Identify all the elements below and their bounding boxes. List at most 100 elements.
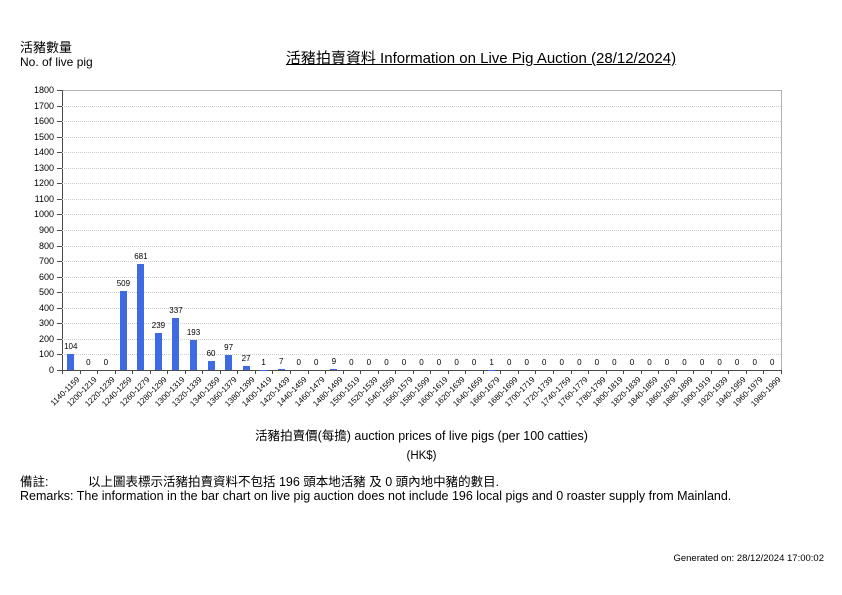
bar-value-label: 0 (629, 358, 635, 367)
y-tick-label: 1300 (33, 162, 54, 173)
x-axis-tick (97, 371, 99, 374)
y-tick-label: 100 (38, 349, 54, 360)
y-axis-tick (57, 370, 62, 371)
x-axis-tick (430, 371, 432, 374)
x-axis-tick (482, 371, 484, 374)
bar-value-label: 1 (261, 357, 266, 367)
y-axis-tick (57, 167, 62, 169)
y-axis-tick (57, 105, 62, 107)
gridline (62, 245, 781, 247)
x-axis-tick (360, 371, 362, 374)
bar-value-label: 0 (384, 358, 389, 367)
bar (190, 339, 198, 370)
y-axis-title-chinese: 活豬數量 (20, 40, 73, 55)
gridline (62, 152, 781, 154)
x-axis-tick (202, 371, 204, 374)
bar-value-label: 0 (314, 358, 319, 367)
bar (330, 368, 338, 370)
x-axis-tick (588, 371, 590, 374)
bar-chart-plot-area: 0 100 200 300 400 500 600 700 800 900 1000 1100 1200… (34, 85, 783, 408)
bar (207, 360, 215, 370)
bar-value-label: 0 (86, 358, 91, 367)
gridline (62, 121, 781, 123)
bar (67, 353, 75, 370)
bar-value-label: 60 (206, 348, 216, 358)
y-tick-label: 1200 (33, 178, 54, 189)
y-axis-tick (57, 276, 62, 278)
y-tick-label: 0 (48, 365, 54, 375)
gridline (62, 230, 781, 231)
gridline (62, 105, 781, 107)
gridline (62, 214, 781, 216)
bar-value-label: 0 (559, 358, 564, 367)
bar-value-label: 0 (647, 358, 652, 367)
bar-value-label: 97 (224, 342, 234, 352)
gridline (62, 183, 781, 185)
x-axis-tick (272, 371, 274, 374)
y-axis-tick (57, 183, 62, 185)
x-axis-tick (745, 371, 747, 374)
bar-value-label: 239 (151, 320, 166, 330)
gridline (62, 276, 781, 278)
y-tick-label: 1100 (34, 193, 54, 204)
x-axis-tick (79, 371, 81, 374)
x-axis-tick (447, 371, 449, 374)
bar-value-label: 0 (366, 358, 372, 367)
x-axis-tick (553, 371, 555, 374)
bar (225, 354, 233, 370)
y-axis-tick (57, 292, 62, 294)
y-axis-tick (57, 136, 62, 138)
y-axis-tick (57, 214, 62, 216)
x-axis-tick (289, 371, 291, 374)
gridline (62, 354, 781, 356)
x-axis-tick (62, 371, 63, 374)
bar-value-label: 0 (454, 358, 459, 367)
y-axis-tick (57, 152, 62, 154)
bar-value-label: 0 (542, 358, 547, 367)
bar-value-label: 27 (241, 353, 251, 363)
bar-value-label: 0 (296, 358, 301, 367)
x-axis-units: (HK$) (406, 450, 437, 462)
remarks-english: Remarks: The information in the bar char… (20, 489, 732, 503)
bar-value-label: 0 (471, 358, 477, 367)
y-tick-label: 1600 (33, 116, 54, 127)
bar (242, 365, 250, 370)
gridline (62, 198, 781, 200)
bar-value-label: 0 (506, 358, 512, 367)
x-axis-tick (500, 371, 502, 374)
remarks-chinese-text: 以上圖表標示活豬拍賣資料不包括 196 頭本地活豬 及 0 頭內地中豬的數目. (88, 475, 500, 489)
bar-value-label: 0 (103, 358, 109, 367)
y-axis-tick (57, 245, 62, 247)
y-tick-label: 1000 (33, 209, 54, 220)
y-axis-title-english: No. of live pig (20, 55, 93, 69)
bar-value-label: 0 (664, 358, 670, 367)
x-axis-tick (254, 371, 256, 374)
x-axis-tick (237, 371, 239, 374)
bar (154, 332, 162, 370)
x-axis-tick (132, 371, 134, 374)
plot-frame-top (62, 90, 782, 91)
bar-value-label: 509 (116, 278, 131, 288)
bar-value-label: 0 (699, 358, 705, 367)
y-tick-label: 500 (38, 287, 54, 298)
bar-value-label: 0 (524, 358, 529, 367)
bar-value-label: 0 (682, 358, 687, 367)
x-axis-tick (149, 371, 151, 374)
gridline (62, 307, 781, 309)
remarks-chinese: 備註: 以上圖表標示活豬拍賣資料不包括 196 頭本地活豬 及 0 頭內地中豬的數… (20, 471, 499, 490)
y-axis-tick (57, 307, 62, 309)
x-axis-title: 活豬拍賣價(每擔) auction prices of live pigs (p… (255, 429, 588, 443)
bar-value-label: 104 (64, 341, 78, 351)
remarks-prefix-label: 備註: (20, 475, 49, 489)
y-tick-label: 1500 (33, 131, 54, 142)
bar-value-label: 9 (331, 356, 337, 366)
x-axis-tick (465, 371, 467, 374)
y-axis-tick (57, 261, 62, 263)
bar-value-label: 7 (278, 356, 284, 366)
gridline (62, 338, 781, 340)
gridline (62, 167, 781, 169)
x-axis-tick (570, 371, 572, 374)
x-axis-tick (307, 371, 309, 374)
y-tick-label: 1400 (33, 147, 54, 158)
